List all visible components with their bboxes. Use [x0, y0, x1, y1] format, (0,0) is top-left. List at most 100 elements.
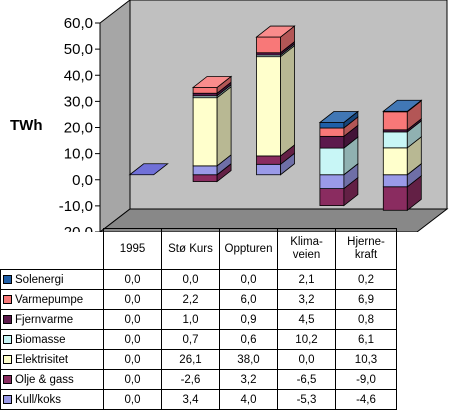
data-label: 6,0 [219, 289, 278, 310]
bar-stacks [128, 25, 423, 212]
category-label: Stø Kurs [161, 228, 220, 270]
bar-segment-top [191, 76, 233, 88]
data-label: 3,2 [219, 369, 278, 390]
bar-segment-flat [128, 163, 169, 176]
data-label: 0,0 [103, 329, 162, 350]
y-tick-label: 40,0 [64, 67, 93, 84]
bar-segment [382, 174, 408, 188]
data-label: -5,3 [277, 389, 336, 410]
bar-segment [192, 165, 218, 176]
table-row: Kull/koks 0,0 3,4 4,0 -5,3 -4,6 [0, 389, 397, 410]
bar-segment [319, 174, 345, 189]
table-row: Biomasse 0,0 0,7 0,6 10,2 6,1 [0, 329, 397, 350]
legend-entry: Olje & gass [0, 369, 104, 390]
legend-key [3, 314, 12, 324]
data-label: 4,0 [219, 389, 278, 410]
data-label: 3,4 [161, 389, 220, 410]
series-name: Kull/koks [15, 393, 62, 406]
data-label: 6,9 [335, 289, 397, 310]
chart-floor [99, 208, 449, 232]
table-row: Varmepumpe 0,0 2,2 6,0 3,2 6,9 [0, 289, 397, 310]
legend-key [3, 354, 12, 364]
y-axis-unit-label: TWh [10, 117, 42, 134]
series-name: Solenergi [15, 273, 64, 286]
data-label: 0,6 [219, 329, 278, 350]
table-row: Elektrisitet 0,0 26,1 38,0 0,0 10,3 [0, 349, 397, 370]
data-label: 6,1 [335, 329, 397, 350]
chart-side-wall [99, 0, 131, 232]
data-label: 10,3 [335, 349, 397, 370]
y-tick-label: 0,0 [72, 172, 93, 189]
legend-entry: Kull/koks [0, 389, 104, 410]
series-name: Elektrisitet [15, 353, 69, 366]
data-label: 10,2 [277, 329, 336, 350]
bar-segment [256, 163, 281, 176]
data-label: 1,0 [161, 309, 220, 330]
bar-segment [192, 97, 218, 167]
data-label: 0,0 [103, 309, 162, 330]
bar-segment [319, 122, 345, 129]
table-row: Solenergi 0,0 0,0 0,0 2,1 0,2 [0, 269, 397, 290]
data-label: 0,0 [103, 349, 162, 370]
chart-plot: 60,0 50,0 40,0 30,0 20,0 10,0 0,0 -10,0 -20,0 TW… [10, 0, 449, 232]
table-corner [0, 228, 104, 270]
legend-entry: Solenergi [0, 269, 104, 290]
bar-segment [319, 135, 345, 149]
bar-segment [319, 147, 345, 176]
y-tick-label: -20,0 [59, 224, 93, 232]
bar-segment [192, 174, 218, 182]
data-label: 26,1 [161, 349, 220, 370]
data-label: 0,0 [219, 269, 278, 290]
bar-segment [382, 131, 408, 149]
data-label: 0,2 [335, 269, 397, 290]
data-label: 0,0 [103, 289, 162, 310]
data-label: 0,0 [161, 269, 220, 290]
table-row: Olje & gass 0,0 -2,6 3,2 -6,5 -9,0 [0, 369, 397, 390]
bar-segment [382, 186, 408, 211]
data-label: 0,0 [277, 349, 336, 370]
legend-key [3, 394, 12, 404]
data-label: 0,0 [103, 269, 162, 290]
data-label: -4,6 [335, 389, 397, 410]
legend-entry: Varmepumpe [0, 289, 104, 310]
data-table: 1995 Stø Kurs Oppturen Klima- veien Hjerne- … [0, 228, 397, 410]
data-label: 2,1 [277, 269, 336, 290]
y-axis-ticks: 60,0 50,0 40,0 30,0 20,0 10,0 0,0 -10,0 -20,0 [59, 15, 100, 232]
y-tick-label: -10,0 [59, 198, 93, 215]
series-name: Olje & gass [15, 373, 74, 386]
bar-segment [319, 188, 345, 206]
bar-segment [192, 87, 218, 94]
series-name: Varmepumpe [15, 293, 84, 306]
category-header-row: 1995 Stø Kurs Oppturen Klima- veien Hjerne- … [0, 228, 397, 270]
y-tick-label: 30,0 [64, 93, 93, 110]
bar-segment-side [216, 85, 232, 167]
bar-stack [318, 110, 360, 207]
legend-key [3, 334, 12, 344]
bar-segment [256, 155, 281, 165]
category-label: 1995 [103, 228, 162, 270]
data-label: 0,9 [219, 309, 278, 330]
legend-entry: Fjernvarme [0, 309, 104, 330]
data-label: 0,0 [103, 389, 162, 410]
category-label: Oppturen [219, 228, 278, 270]
bar-stack [382, 99, 423, 212]
bar-segment [256, 56, 281, 157]
series-name: Biomasse [15, 333, 66, 346]
series-name: Fjernvarme [15, 313, 74, 326]
bar-stack [255, 25, 296, 176]
table-row: Fjernvarme 0,0 1,0 0,9 4,5 0,8 [0, 309, 397, 330]
y-tick-label: 10,0 [64, 146, 93, 163]
bar-stack [128, 163, 169, 176]
data-label: 3,2 [277, 289, 336, 310]
data-label: 0,0 [103, 369, 162, 390]
legend-entry: Biomasse [0, 329, 104, 350]
data-label: 4,5 [277, 309, 336, 330]
bar-segment-side [280, 44, 295, 157]
bar-segment-top [382, 99, 423, 112]
data-label: 38,0 [219, 349, 278, 370]
category-label: Hjerne- kraft [335, 228, 397, 270]
bar-segment [382, 147, 408, 176]
data-label: -6,5 [277, 369, 336, 390]
y-tick-label: 50,0 [64, 41, 93, 58]
bar-segment-top [318, 111, 360, 123]
